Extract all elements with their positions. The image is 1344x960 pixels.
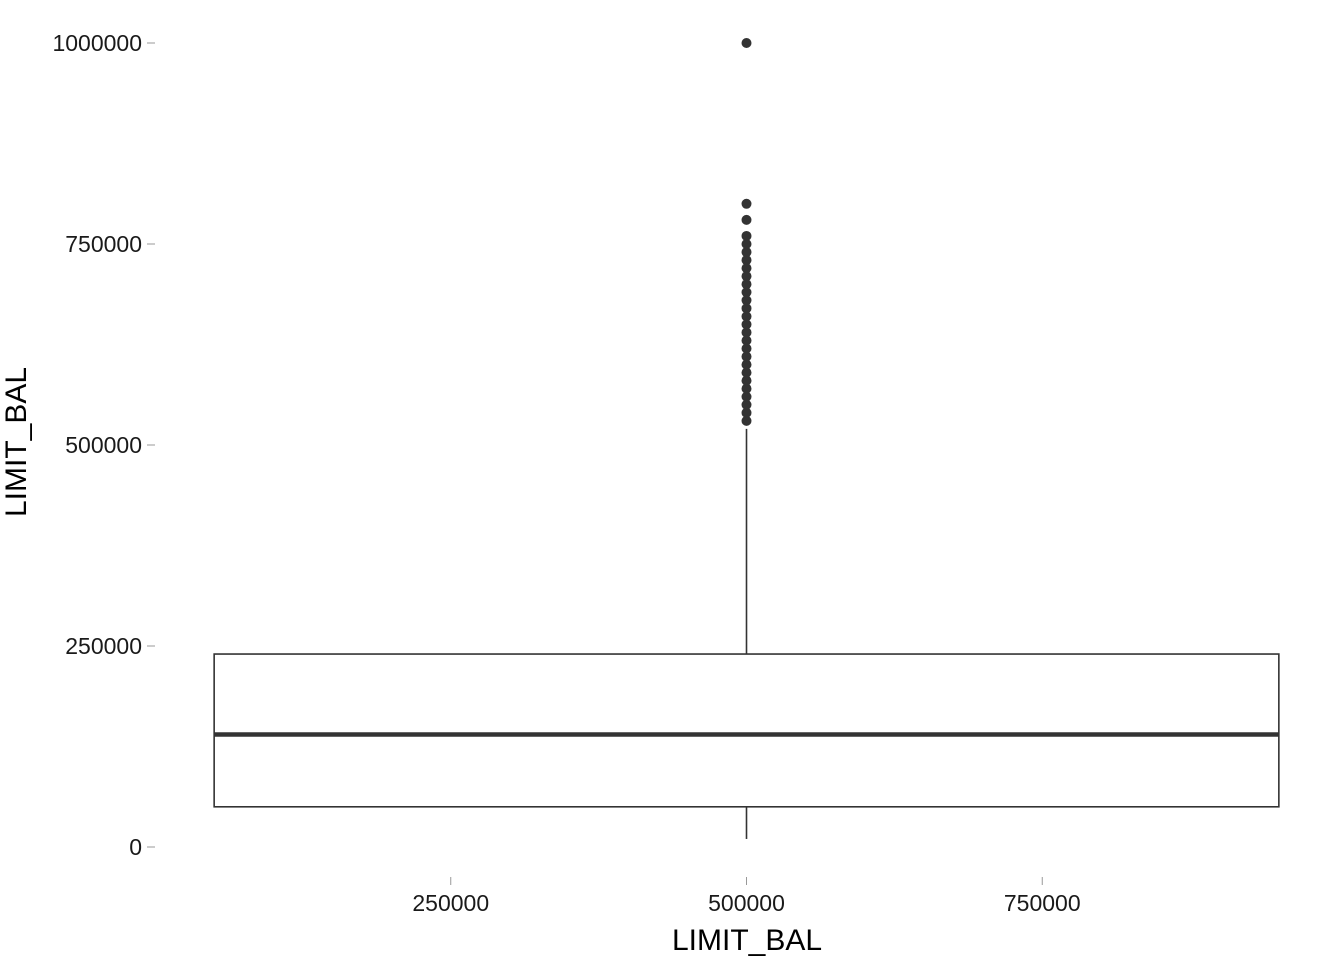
outlier-point [741,383,752,394]
y-tick-label: 0 [129,834,142,860]
outlier-point [741,407,752,418]
outlier-point [741,271,752,282]
outlier-point [741,359,752,370]
outlier-point [741,255,752,266]
outlier-point [741,38,752,48]
outlier-point [741,247,752,258]
outlier-point [741,295,752,306]
y-axis: 0 250000 500000 750000 1000000 [52,30,155,860]
outlier-point [741,214,752,225]
outlier-point [741,327,752,338]
y-tick-label: 1000000 [52,30,142,56]
outlier-point [741,263,752,274]
y-axis-title: LIMIT_BAL [0,367,33,517]
outlier-point [741,351,752,362]
outlier-point [741,311,752,322]
outlier-point [741,279,752,290]
x-tick-label: 500000 [708,890,785,916]
y-tick-label: 500000 [65,432,142,458]
x-axis-title: LIMIT_BAL [672,924,822,957]
outlier-point [741,415,752,426]
outlier-point [741,391,752,402]
outlier-points [741,38,752,426]
outlier-point [741,319,752,330]
y-tick-label: 750000 [65,231,142,257]
y-tick-label: 250000 [65,633,142,659]
outlier-point [741,239,752,249]
outlier-point [741,335,752,346]
outlier-point [741,230,752,241]
x-axis: 250000 500000 750000 [412,877,1081,916]
x-tick-label: 250000 [412,890,489,916]
outlier-point [741,343,752,354]
iqr-box [213,653,1280,808]
box-group [213,428,1280,839]
outlier-point [741,375,752,386]
outlier-point [741,303,752,314]
outlier-point [741,198,752,209]
x-tick-label: 750000 [1004,890,1081,916]
outlier-point [741,287,752,298]
outlier-point [741,399,752,410]
outlier-point [741,367,752,378]
